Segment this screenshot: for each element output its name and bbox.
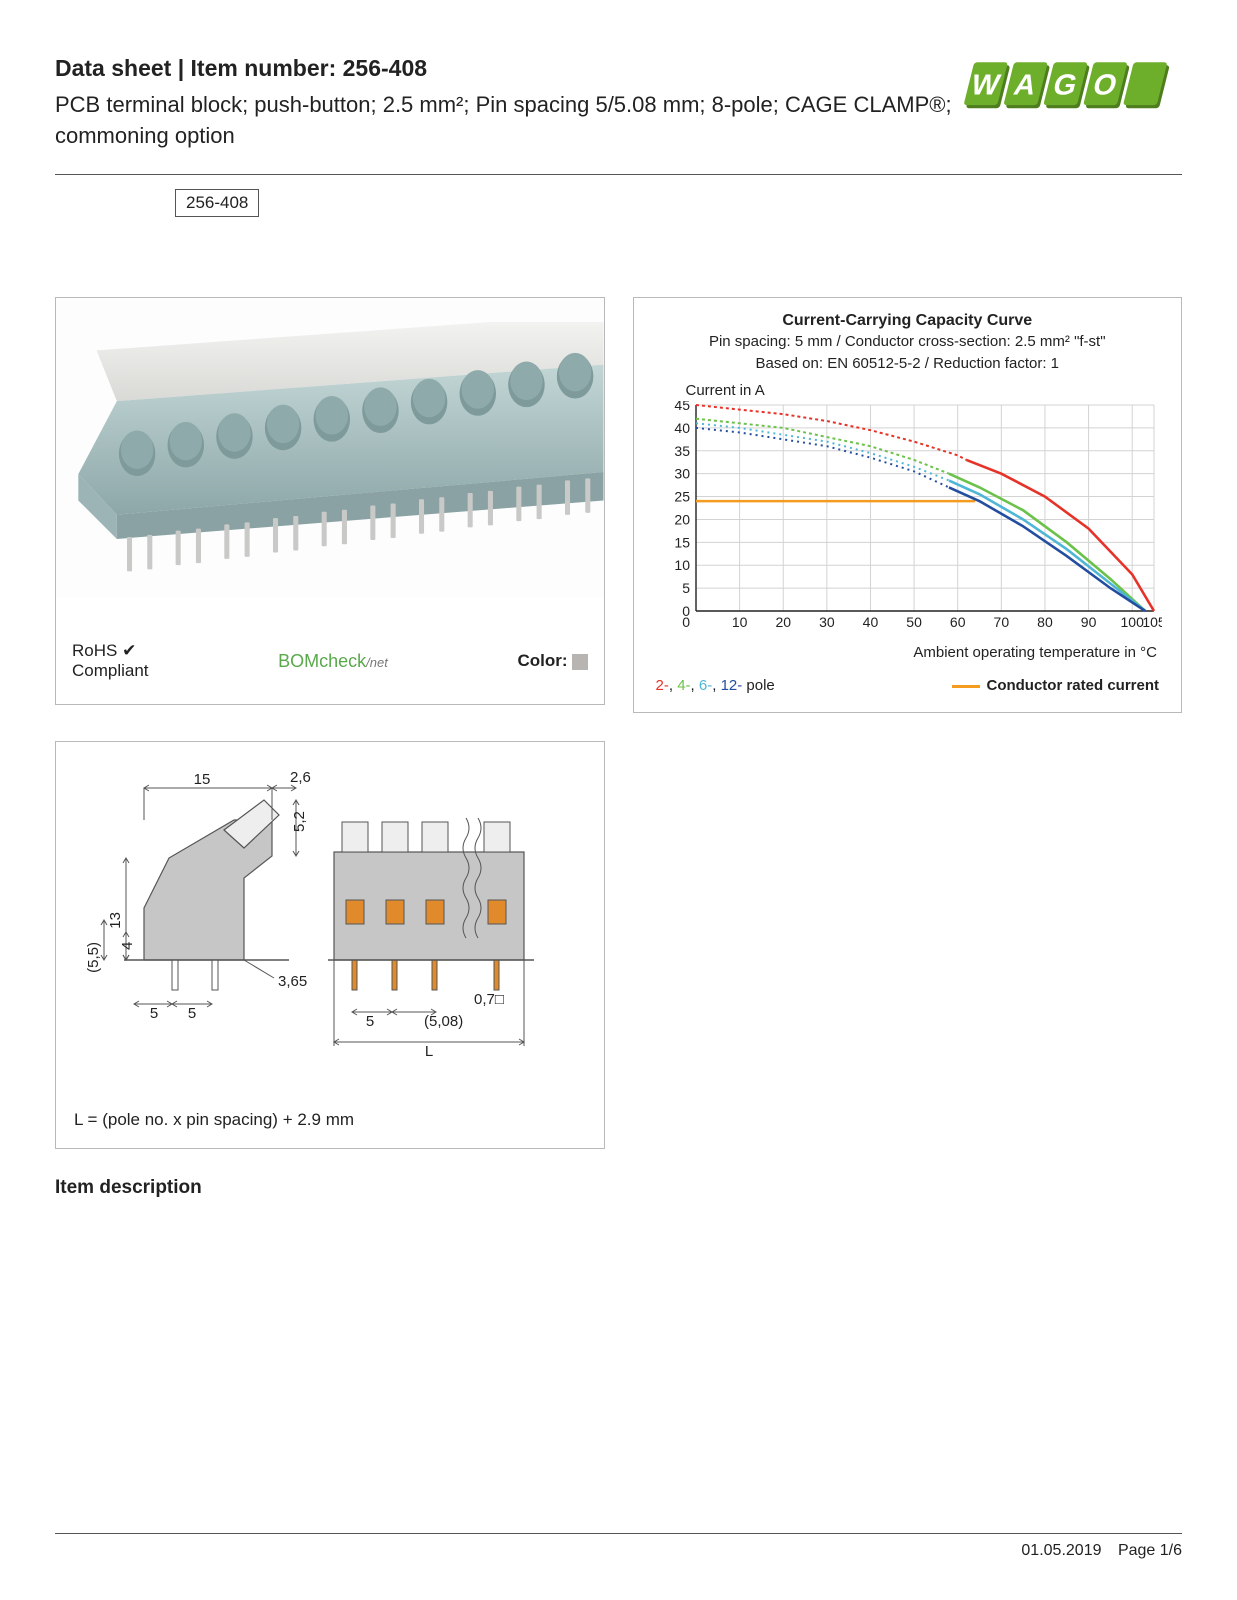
datasheet-title: Data sheet | Item number: 256-408 [55,55,952,82]
rohs-compliant-label: RoHS ✔ Compliant [72,641,149,682]
svg-text:10: 10 [731,614,747,630]
svg-text:50: 50 [906,614,922,630]
svg-text:3,65: 3,65 [278,973,307,990]
chart-title: Current-Carrying Capacity Curve [652,312,1164,330]
header: Data sheet | Item number: 256-408 PCB te… [55,55,1182,175]
svg-text:5,2: 5,2 [291,811,308,832]
svg-text:4: 4 [119,942,136,950]
svg-text:L: L [425,1043,433,1060]
svg-text:5: 5 [150,1005,158,1022]
svg-text:30: 30 [674,466,690,482]
product-illustration [56,322,604,586]
svg-text:(5,08): (5,08) [424,1013,463,1030]
svg-text:5: 5 [682,580,690,596]
bomcheck-logo: BOMcheck/net [278,651,388,672]
footer-page: Page 1/6 [1118,1542,1182,1559]
dimensions-caption: L = (pole no. x pin spacing) + 2.9 mm [74,1110,354,1130]
svg-text:20: 20 [775,614,791,630]
capacity-chart: 0510152025303540450102030405060708090100… [652,401,1162,633]
svg-text:15: 15 [194,771,211,788]
chart-subtitle-2: Based on: EN 60512-5-2 / Reduction facto… [652,354,1164,374]
page-footer: 01.05.2019 Page 1/6 [55,1533,1182,1560]
chart-y-axis-label: Current in A [686,382,1164,399]
chart-legend: 2-, 4-, 6-, 12- pole Conductor rated cur… [652,677,1164,694]
svg-text:100: 100 [1120,614,1144,630]
item-number-badge: 256-408 [175,189,259,217]
datasheet-subtitle: PCB terminal block; push-button; 2.5 mm²… [55,90,952,152]
dimensions-panel: 15 2,6 5,2 13 (5,5) 4 5 5 3,65 0,7□ 5 (5,08) L L = (… [55,741,605,1149]
svg-text:30: 30 [819,614,835,630]
footer-date: 01.05.2019 [1021,1542,1101,1559]
svg-text:90: 90 [1080,614,1096,630]
svg-text:40: 40 [674,420,690,436]
svg-text:13: 13 [107,912,124,929]
svg-text:20: 20 [674,512,690,528]
svg-text:0: 0 [682,614,690,630]
svg-text:70: 70 [993,614,1009,630]
svg-text:5: 5 [366,1013,374,1030]
section-item-description: Item description [55,1177,1182,1199]
svg-text:105: 105 [1142,614,1162,630]
svg-text:(5,5): (5,5) [85,942,102,973]
svg-text:80: 80 [1037,614,1053,630]
color-label: Color: [517,651,587,671]
svg-text:10: 10 [674,557,690,573]
svg-text:5: 5 [188,1005,196,1022]
svg-text:35: 35 [674,443,690,459]
color-swatch [572,654,588,670]
dimensions-drawing: 15 2,6 5,2 13 (5,5) 4 5 5 3,65 0,7□ 5 (5,08) L [74,760,574,1090]
svg-text:45: 45 [674,401,690,413]
svg-text:2,6: 2,6 [290,769,311,786]
svg-text:15: 15 [674,534,690,550]
chart-x-axis-label: Ambient operating temperature in °C [652,644,1164,661]
legend-line-icon [952,685,980,688]
svg-text:25: 25 [674,489,690,505]
svg-text:40: 40 [862,614,878,630]
svg-text:0,7□: 0,7□ [474,991,504,1008]
chart-subtitle-1: Pin spacing: 5 mm / Conductor cross-sect… [652,332,1164,352]
current-capacity-chart-panel: Current-Carrying Capacity Curve Pin spac… [633,297,1183,714]
legend-rated-current: Conductor rated current [952,677,1159,694]
product-image-panel: RoHS ✔ Compliant BOMcheck/net Color: [55,297,605,705]
wago-logo: WAGO [952,55,1182,118]
svg-text:60: 60 [949,614,965,630]
